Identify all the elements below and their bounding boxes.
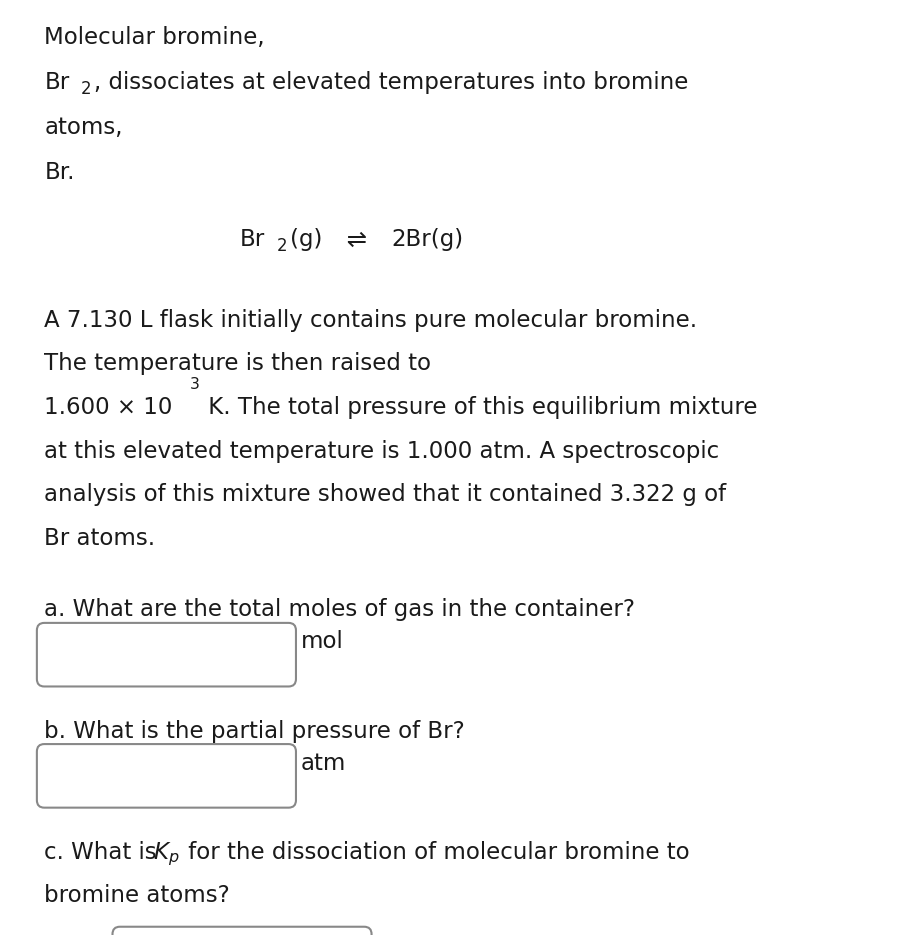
Text: (g): (g) (290, 228, 322, 252)
Text: analysis of this mixture showed that it contained 3.322 g of: analysis of this mixture showed that it … (44, 483, 727, 506)
Text: atm: atm (301, 752, 346, 774)
FancyBboxPatch shape (37, 623, 296, 686)
Text: b. What is the partial pressure of Br?: b. What is the partial pressure of Br? (44, 720, 465, 742)
Text: ⇌: ⇌ (339, 228, 375, 252)
Text: Br: Br (240, 228, 265, 252)
Text: Molecular bromine,: Molecular bromine, (44, 26, 265, 50)
Text: at this elevated temperature is 1.000 atm. A spectroscopic: at this elevated temperature is 1.000 at… (44, 439, 719, 463)
Text: 3: 3 (190, 378, 200, 393)
Text: , dissociates at elevated temperatures into bromine: , dissociates at elevated temperatures i… (94, 71, 689, 94)
FancyBboxPatch shape (37, 744, 296, 808)
Text: A 7.130 L flask initially contains pure molecular bromine.: A 7.130 L flask initially contains pure … (44, 309, 697, 332)
Text: mol: mol (301, 630, 343, 654)
Text: bromine atoms?: bromine atoms? (44, 885, 230, 907)
Text: The temperature is then raised to: The temperature is then raised to (44, 352, 431, 376)
Text: a. What are the total moles of gas in the container?: a. What are the total moles of gas in th… (44, 598, 635, 622)
Text: Br atoms.: Br atoms. (44, 526, 156, 550)
Text: 2: 2 (81, 80, 91, 98)
Text: 1.600 × 10: 1.600 × 10 (44, 396, 172, 419)
Text: $K_p$: $K_p$ (153, 841, 180, 869)
Text: c. What is: c. What is (44, 841, 164, 864)
Text: for the dissociation of molecular bromine to: for the dissociation of molecular bromin… (181, 841, 690, 864)
Text: 2Br(g): 2Br(g) (392, 228, 464, 252)
Text: 2: 2 (277, 237, 287, 255)
Text: Br.: Br. (44, 161, 75, 184)
Text: K. The total pressure of this equilibrium mixture: K. The total pressure of this equilibriu… (201, 396, 758, 419)
Text: atoms,: atoms, (44, 116, 123, 139)
Text: Br: Br (44, 71, 69, 94)
FancyBboxPatch shape (112, 927, 372, 935)
